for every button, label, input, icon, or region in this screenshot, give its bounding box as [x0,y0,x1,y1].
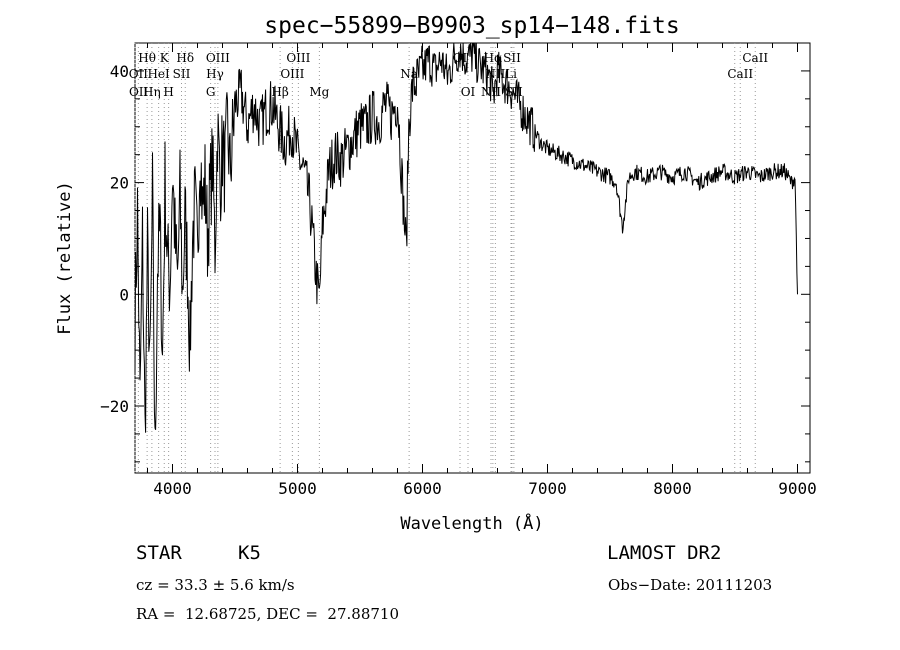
line-id-label: NII [485,67,505,81]
spectrum-series-line [134,42,798,433]
line-id-label: Li [505,67,517,81]
line-id-label: Hθ [138,51,156,65]
line-id-label: SII [505,85,523,99]
y-axis-label: Flux (relative) [55,181,75,335]
line-id-label: SII [173,67,191,81]
line-id-label: K [160,51,170,65]
line-id-label: Hγ [206,67,224,81]
line-id-label: OI [461,85,476,99]
line-id-label: OI [453,51,468,65]
x-tick-label: 9000 [778,479,817,498]
line-id-label: HeI [147,67,170,81]
x-tick-label: 8000 [653,479,692,498]
line-id-label: Mg [309,85,329,99]
x-tick-label: 5000 [278,479,317,498]
y-tick-label: 40 [110,62,129,81]
survey-name: LAMOST DR2 [607,542,722,564]
line-id-label: CaII [727,67,753,81]
line-id-label: Hδ [176,51,194,65]
line-id-label: SII [503,51,521,65]
line-id-label: H [163,85,173,99]
line-id-label: Hη [143,85,161,99]
y-tick-label: 0 [119,285,129,304]
axis-ticks: 4000 5000 6000 7000 8000 9000 −20 0 20 40 [100,43,817,498]
line-id-label: NII [481,85,501,99]
line-id-label: OIII [280,67,304,81]
redshift-cz: cz = 33.3 ± 5.6 km/s [136,576,295,594]
x-tick-label: 4000 [153,479,192,498]
line-id-label: Hα [484,51,503,65]
line-id-label: Hβ [271,85,288,99]
x-tick-label: 6000 [403,479,442,498]
x-axis-label: Wavelength (Å) [400,512,543,534]
ra-dec: RA = 12.68725, DEC = 27.88710 [136,605,400,623]
chart-title: spec−55899−B9903_sp14−148.fits [264,13,679,39]
y-tick-label: 20 [110,174,129,193]
line-id-label: OIII [206,51,230,65]
y-tick-label: −20 [100,397,129,416]
line-id-label: OIII [286,51,310,65]
line-id-label: G [206,85,216,99]
line-id-label: CaII [742,51,768,65]
line-id-label: OII [129,67,149,81]
object-subclass: K5 [238,542,261,564]
line-id-label: OII [129,85,149,99]
object-class: STAR [136,542,182,564]
observation-date: Obs−Date: 20111203 [608,576,773,594]
line-id-label: Na [400,67,418,81]
x-tick-label: 7000 [528,479,567,498]
